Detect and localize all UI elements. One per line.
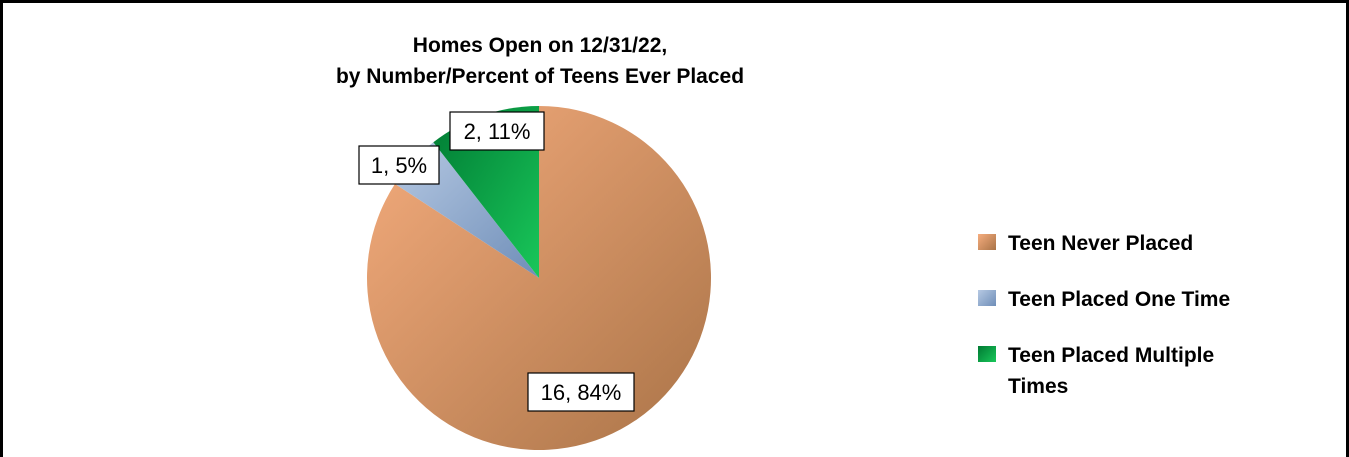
svg-text:1, 5%: 1, 5%: [371, 153, 427, 178]
legend-label-teen-placed-one-time: Teen Placed One Time: [1008, 288, 1231, 311]
legend-item-teen-placed-multiple-times: Teen Placed Multiple Times: [978, 340, 1308, 402]
data-label-teen-placed-one-time: 1, 5%: [358, 145, 440, 185]
legend: Teen Never Placed Teen Placed One Time T…: [978, 228, 1308, 427]
pie-slice-teen-never-placed: [366, 106, 711, 451]
chart-title-line-1: Homes Open on 12/31/22,: [412, 34, 668, 57]
data-label-teen-never-placed: 16, 84%: [527, 372, 635, 412]
legend-item-teen-placed-one-time: Teen Placed One Time: [978, 284, 1308, 315]
legend-swatch-teen-never-placed: [978, 234, 996, 250]
svg-text:2, 11%: 2, 11%: [464, 119, 531, 144]
chart-title-line-2: by Number/Percent of Teens Ever Placed: [335, 65, 745, 88]
chart-title: Homes Open on 12/31/22, by Number/Percen…: [280, 30, 800, 92]
data-label-teen-placed-multiple-times: 2, 11%: [449, 111, 545, 151]
svg-text:16, 84%: 16, 84%: [541, 380, 622, 405]
legend-label-teen-placed-multiple-times: Teen Placed Multiple Times: [1008, 344, 1215, 398]
legend-item-teen-never-placed: Teen Never Placed: [978, 228, 1308, 259]
legend-swatch-teen-placed-one-time: [978, 290, 996, 306]
legend-label-teen-never-placed: Teen Never Placed: [1008, 232, 1194, 255]
legend-swatch-teen-placed-multiple-times: [978, 346, 996, 362]
